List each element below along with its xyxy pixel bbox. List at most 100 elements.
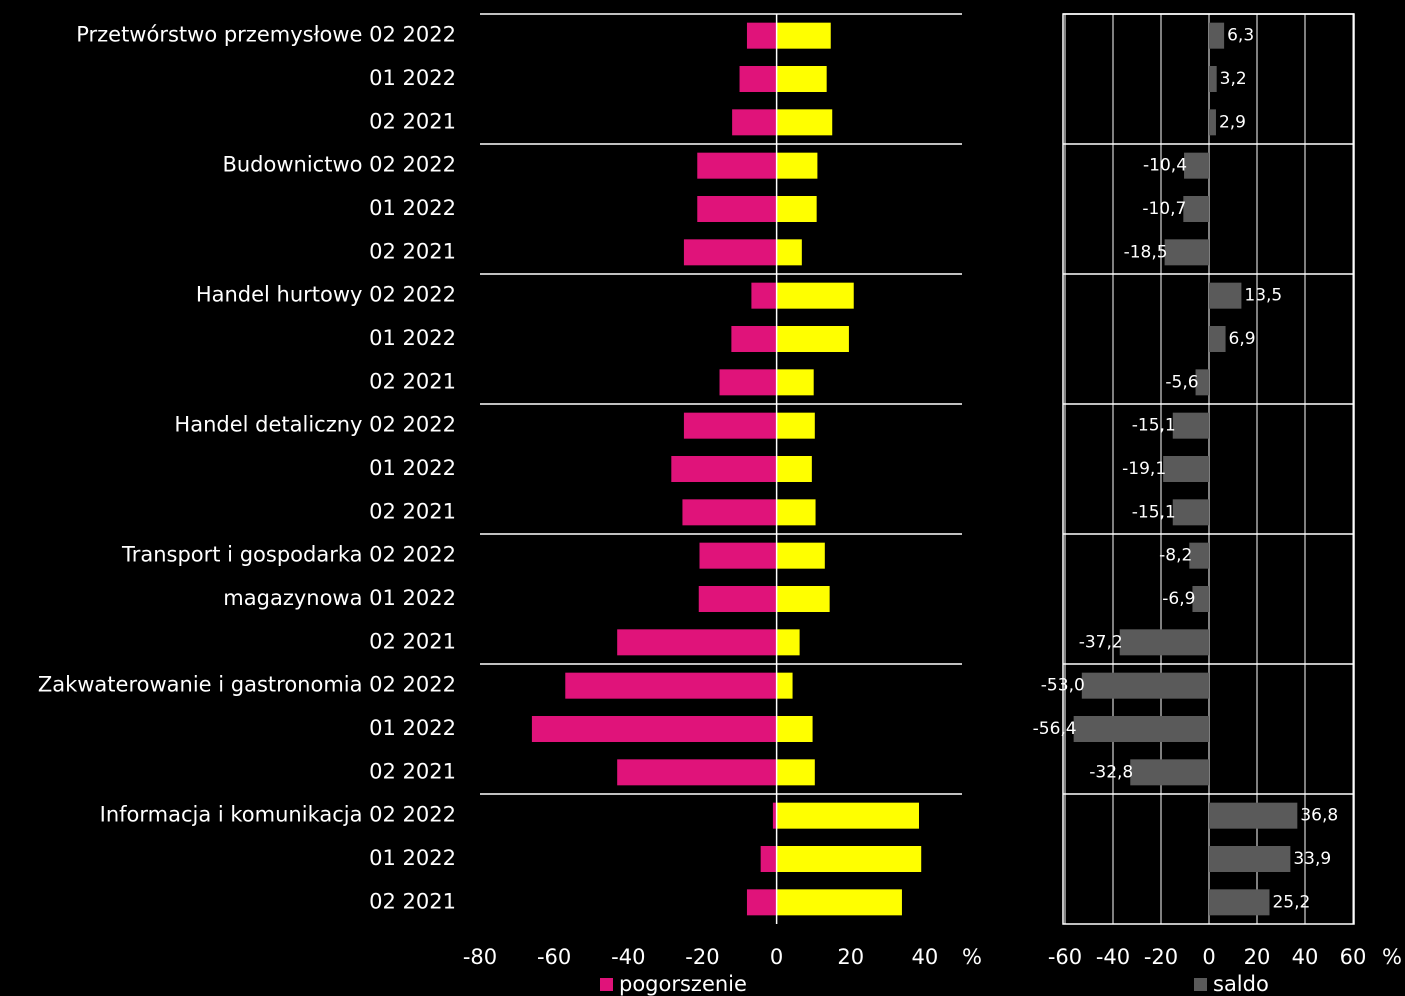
bar [776, 282, 854, 309]
bar [565, 672, 777, 699]
bar [776, 22, 831, 49]
bar [1209, 326, 1226, 352]
value-label: 2,9 [1219, 112, 1246, 132]
y-tick-label: Transport i gospodarka 02 2022 [121, 543, 456, 567]
bar [776, 672, 793, 699]
bar [739, 66, 777, 92]
unit-label: % [1382, 945, 1402, 969]
legend-label: saldo [1213, 972, 1269, 996]
y-tick-label: Handel detaliczny 02 2022 [174, 413, 456, 437]
y-tick-label: 01 2022 [369, 196, 456, 220]
bar [1209, 889, 1270, 916]
bar [732, 109, 777, 136]
bar [697, 152, 777, 179]
bar [776, 629, 800, 656]
x-tick-label: 60 [1340, 945, 1367, 969]
plot-frame [1062, 13, 1355, 925]
bar [1195, 369, 1209, 396]
bar [1172, 499, 1209, 526]
y-tick-label: 01 2022 [369, 716, 456, 740]
value-label: 6,3 [1227, 26, 1254, 46]
x-tick-label: 0 [1202, 945, 1215, 969]
value-label: 13,5 [1244, 286, 1282, 306]
bar [776, 586, 830, 612]
value-label: -10,4 [1143, 156, 1187, 176]
bar [1184, 152, 1209, 179]
bar [617, 759, 777, 786]
y-tick-label: Przetwórstwo przemysłowe 02 2022 [76, 23, 456, 47]
x-tick-label: -80 [463, 945, 497, 969]
y-tick-label: 02 2021 [369, 239, 456, 263]
y-tick-label: Budownictwo 02 2022 [222, 153, 456, 177]
x-tick-label: 20 [1244, 945, 1271, 969]
bar [776, 716, 813, 742]
bar [776, 542, 825, 569]
bar [1209, 22, 1225, 49]
bar [776, 369, 814, 396]
value-label: 6,9 [1229, 329, 1256, 349]
bar [1209, 802, 1298, 829]
bar [1209, 109, 1216, 136]
legend-swatch [1194, 978, 1207, 991]
y-tick-label: 01 2022 [369, 456, 456, 480]
x-tick-label: -60 [1048, 945, 1082, 969]
value-label: 36,8 [1300, 806, 1338, 826]
y-tick-label: magazynowa 01 2022 [223, 586, 456, 610]
bar [531, 716, 777, 742]
value-label: -19,1 [1122, 459, 1166, 479]
bar [698, 586, 777, 612]
value-label: 3,2 [1220, 69, 1247, 89]
y-tick-label: Informacja i komunikacja 02 2022 [100, 803, 456, 827]
x-tick-label: 40 [912, 945, 939, 969]
value-label: -53,0 [1041, 676, 1085, 696]
bar [1081, 672, 1209, 699]
x-tick-label: -60 [537, 945, 571, 969]
bar [1073, 716, 1209, 742]
x-tick-label: 0 [770, 945, 783, 969]
value-label: -56,4 [1033, 719, 1077, 739]
x-tick-label: -40 [611, 945, 645, 969]
x-tick-label: 20 [837, 945, 864, 969]
bar [697, 196, 777, 222]
bar [776, 759, 815, 786]
bar [731, 326, 777, 352]
bar [776, 499, 816, 526]
legend-swatch [600, 978, 613, 991]
bar [776, 412, 815, 439]
bar [699, 542, 777, 569]
bar [776, 456, 812, 482]
x-tick-label: -20 [1144, 945, 1178, 969]
bar [682, 499, 777, 526]
value-label: -5,6 [1165, 372, 1198, 392]
bar [1183, 196, 1209, 222]
bar [776, 196, 817, 222]
bar [776, 846, 922, 872]
bar [671, 456, 777, 482]
unit-label: % [962, 945, 982, 969]
value-label: -6,9 [1162, 589, 1195, 609]
y-tick-label: Zakwaterowanie i gastronomia 02 2022 [38, 673, 456, 697]
bar [760, 846, 777, 872]
value-label: -10,7 [1142, 199, 1186, 219]
x-tick-label: -40 [1096, 945, 1130, 969]
y-tick-label: 02 2021 [369, 109, 456, 133]
bar [776, 326, 849, 352]
x-tick-label: -20 [685, 945, 719, 969]
legend-label: pogorszenie [619, 972, 747, 996]
value-label: -18,5 [1124, 242, 1168, 262]
bar [776, 889, 902, 916]
y-tick-label: 02 2021 [369, 889, 456, 913]
y-tick-label: 02 2021 [369, 759, 456, 783]
bar [1163, 456, 1209, 482]
bar [1172, 412, 1209, 439]
value-label: -8,2 [1159, 546, 1192, 566]
bar [776, 152, 818, 179]
value-label: -15,1 [1132, 416, 1176, 436]
bar [776, 109, 833, 136]
value-label: -32,8 [1089, 762, 1133, 782]
bar [719, 369, 777, 396]
bar [776, 802, 919, 829]
bar [746, 22, 777, 49]
y-tick-label: 01 2022 [369, 326, 456, 350]
y-tick-label: 02 2021 [369, 369, 456, 393]
